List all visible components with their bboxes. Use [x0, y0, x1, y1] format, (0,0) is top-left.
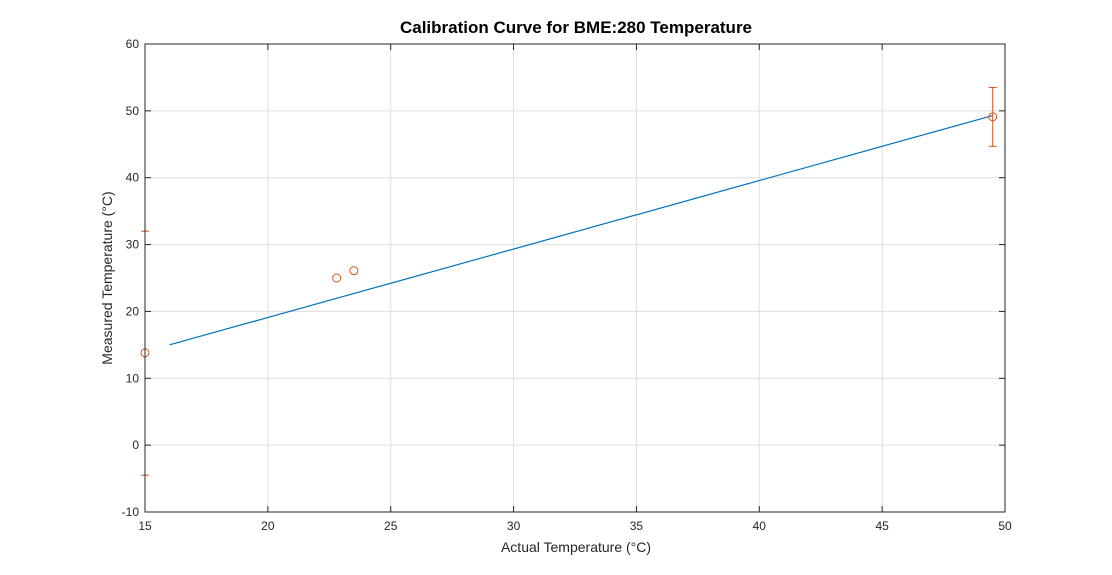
- x-tick-label: 50: [998, 519, 1012, 533]
- x-tick-label: 45: [875, 519, 889, 533]
- fit-line: [169, 114, 993, 346]
- y-tick-label: -10: [122, 505, 140, 519]
- y-tick-label: 40: [126, 171, 140, 185]
- y-tick-label: 50: [126, 104, 140, 118]
- data-point: [988, 112, 998, 122]
- data-point: [332, 273, 342, 283]
- x-tick-label: 25: [384, 519, 398, 533]
- y-tick-label: 30: [126, 238, 140, 252]
- x-tick-label: 20: [261, 519, 275, 533]
- series-layer: [140, 86, 998, 476]
- x-tick-label: 40: [753, 519, 767, 533]
- ticks: 15 20 25 30 35 40 45 50 -10 0 10 20 30 40 50 60: [122, 37, 1012, 533]
- axes-box: [144, 43, 1006, 513]
- x-tick-label: 15: [138, 519, 152, 533]
- chart-title: Calibration Curve for BME:280 Temperatur…: [400, 18, 752, 37]
- x-tick-label: 30: [507, 519, 521, 533]
- grid: [144, 43, 1006, 513]
- y-axis-label: Measured Temperature (°C): [99, 191, 115, 364]
- x-tick-label: 35: [630, 519, 644, 533]
- y-tick-label: 10: [126, 371, 140, 385]
- y-tick-label: 0: [132, 438, 139, 452]
- data-point: [349, 266, 359, 276]
- x-axis-label: Actual Temperature (°C): [501, 539, 651, 555]
- y-tick-label: 60: [126, 37, 140, 51]
- y-tick-label: 20: [126, 304, 140, 318]
